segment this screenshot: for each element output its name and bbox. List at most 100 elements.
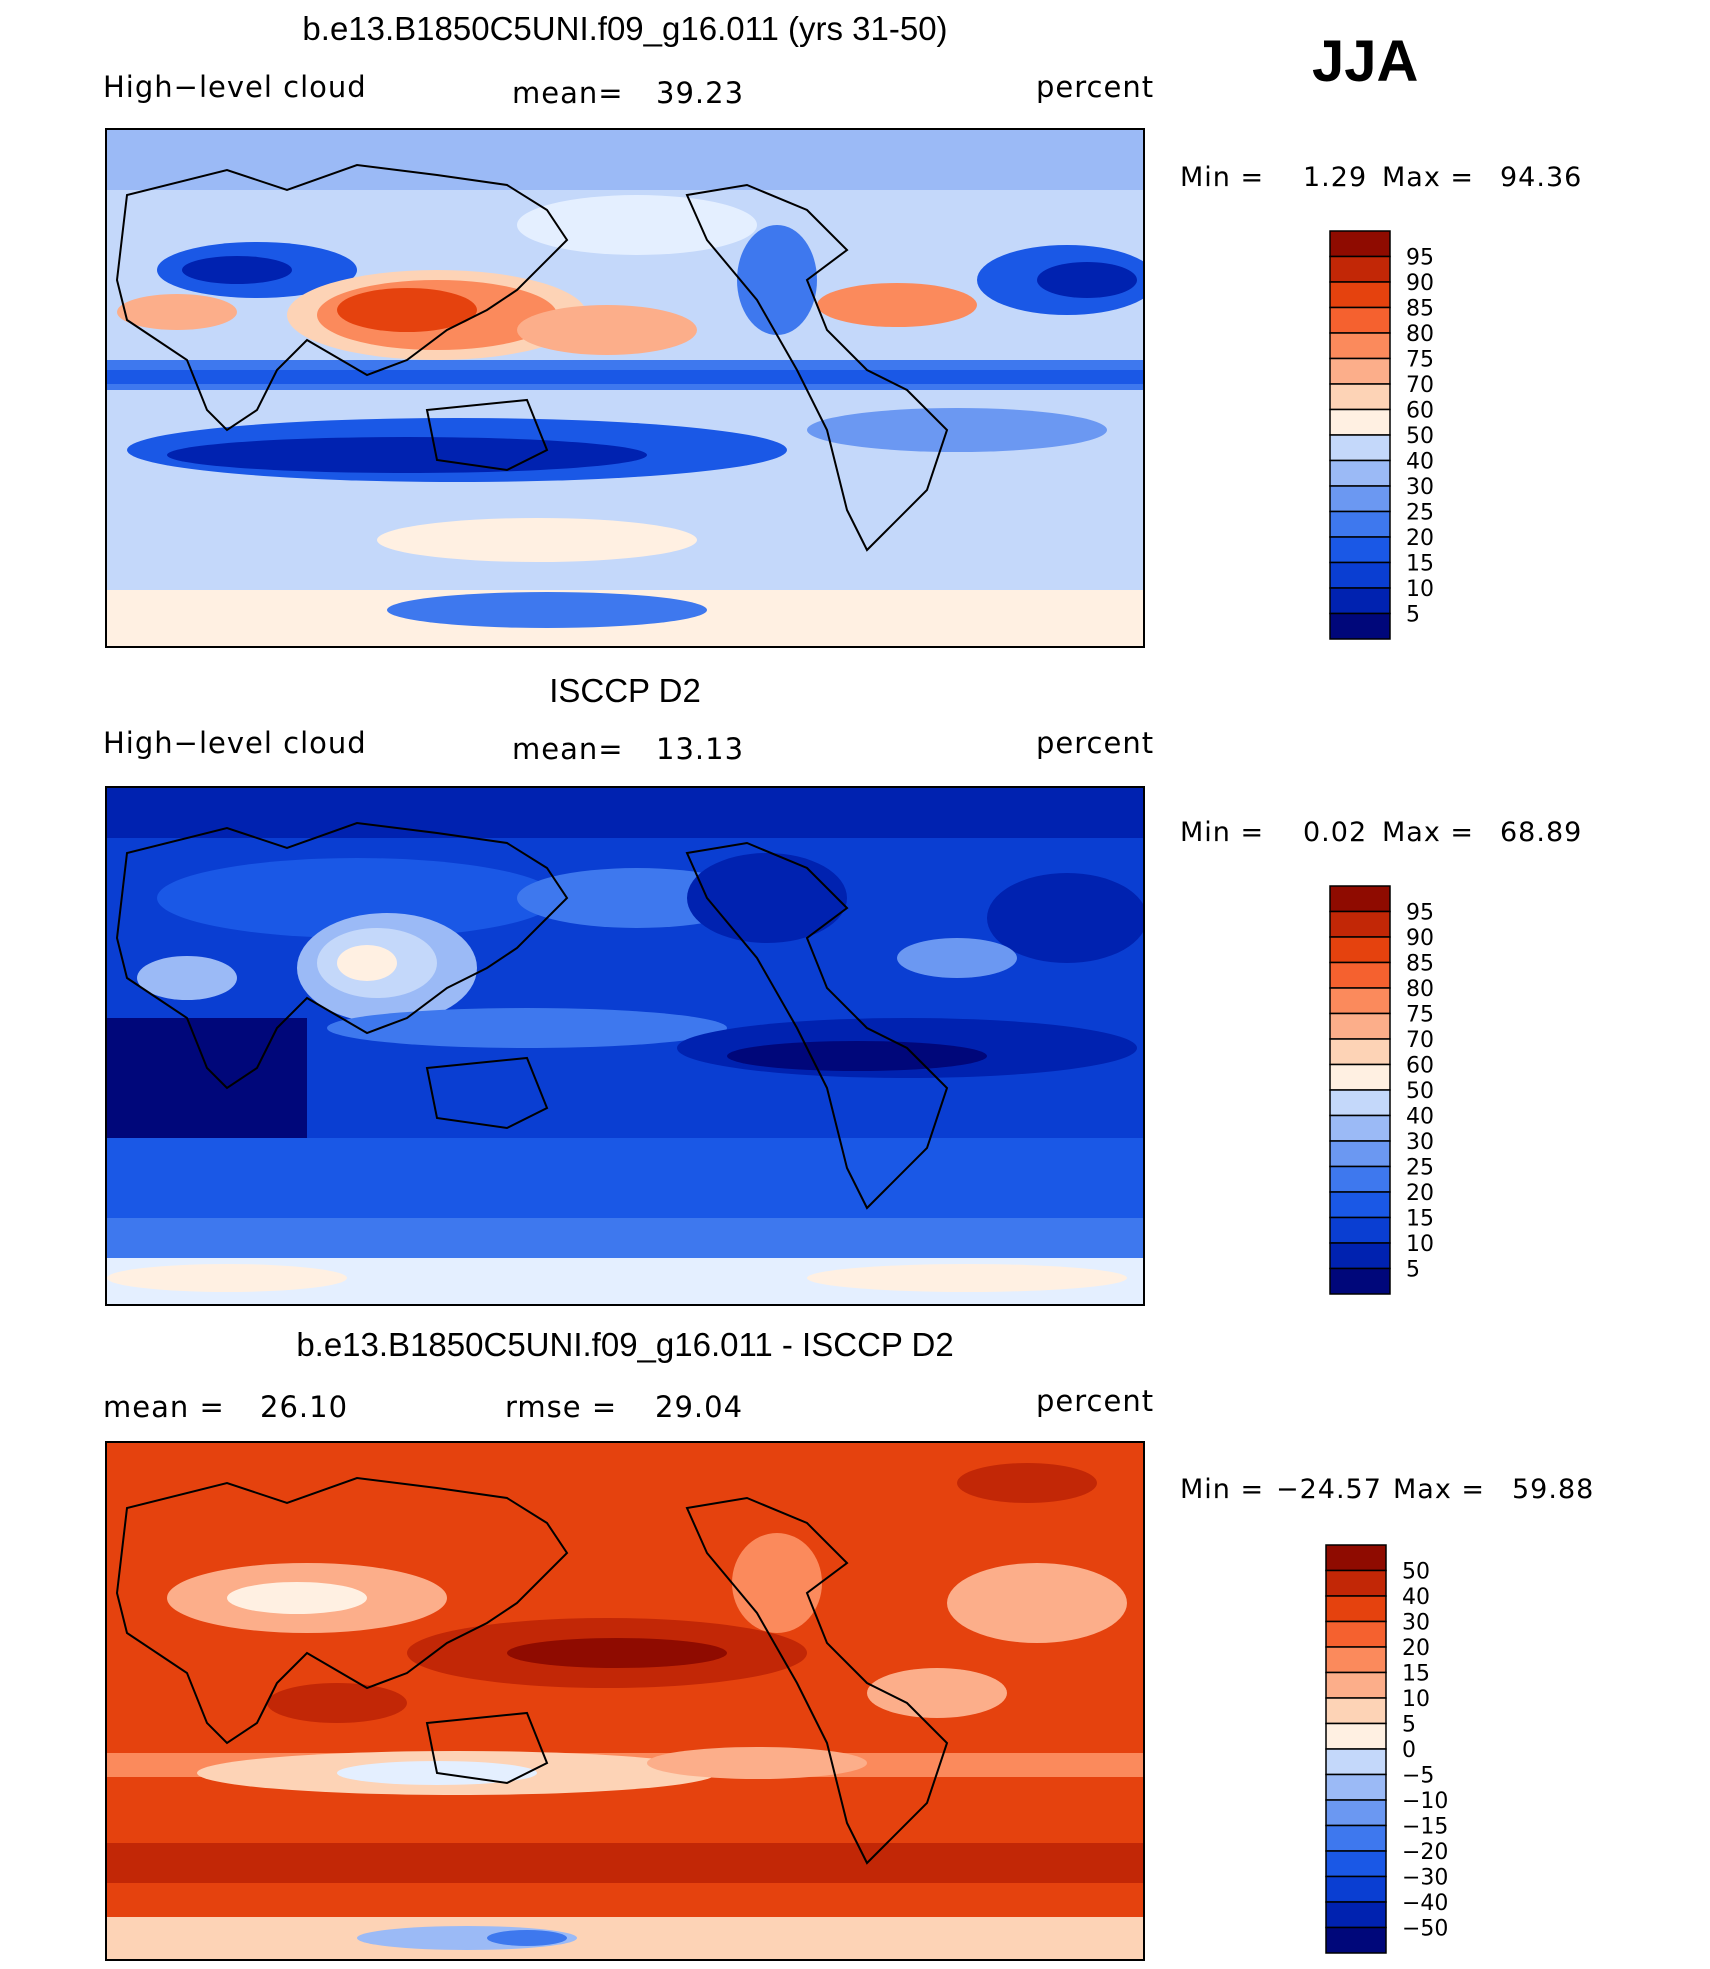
colorbar-tick-label: 40 bbox=[1402, 1585, 1430, 1610]
mean-label-model: mean= bbox=[512, 76, 624, 110]
colorbar-swatch bbox=[1329, 230, 1391, 258]
colorbar-swatch bbox=[1329, 383, 1391, 411]
colorbar-swatch bbox=[1329, 885, 1391, 913]
colorbar-tick-label: 20 bbox=[1406, 1181, 1434, 1206]
rmse-label-diff: rmse = bbox=[505, 1390, 618, 1424]
colorbar-tick-label: −30 bbox=[1402, 1866, 1448, 1891]
colorbar-swatch bbox=[1329, 936, 1391, 964]
colorbar-tick-label: −40 bbox=[1402, 1891, 1448, 1916]
colorbar-swatch bbox=[1325, 1671, 1387, 1699]
colorbar-tick-label: 40 bbox=[1406, 450, 1434, 475]
colorbar-swatch bbox=[1325, 1620, 1387, 1648]
max-label-model: Max = bbox=[1382, 162, 1475, 193]
colorbar-tick-label: 0 bbox=[1402, 1738, 1416, 1763]
min-label-obs: Min = bbox=[1180, 817, 1265, 848]
colorbar-swatch bbox=[1329, 332, 1391, 360]
variable-label-obs: High−level cloud bbox=[103, 726, 367, 760]
colorbar-swatch bbox=[1329, 987, 1391, 1015]
colorbar-swatch bbox=[1329, 408, 1391, 436]
colorbar-swatch bbox=[1329, 536, 1391, 564]
colorbar-tick-label: 10 bbox=[1402, 1687, 1430, 1712]
colorbar-swatch bbox=[1329, 587, 1391, 615]
colorbar-swatch bbox=[1329, 1089, 1391, 1117]
colorbar-swatch bbox=[1329, 910, 1391, 938]
max-value-diff: 59.88 bbox=[1512, 1474, 1595, 1505]
colorbar-tick-label: 15 bbox=[1402, 1662, 1430, 1687]
units-label-obs: percent bbox=[1036, 726, 1155, 760]
max-label-obs: Max = bbox=[1382, 817, 1475, 848]
colorbar-swatch bbox=[1329, 1267, 1391, 1295]
colorbar-tick-label: −50 bbox=[1402, 1917, 1448, 1942]
colorbar-tick-label: 80 bbox=[1406, 322, 1434, 347]
colorbar-swatch bbox=[1329, 459, 1391, 487]
colorbar-tick-label: 20 bbox=[1406, 526, 1434, 551]
colorbar-swatch bbox=[1325, 1569, 1387, 1597]
colorbar-tick-label: 95 bbox=[1406, 246, 1434, 271]
colorbar-swatch bbox=[1329, 561, 1391, 589]
colorbar-swatch bbox=[1329, 281, 1391, 309]
max-label-diff: Max = bbox=[1393, 1474, 1486, 1505]
map-obs bbox=[105, 786, 1145, 1306]
colorbar-swatch bbox=[1329, 306, 1391, 334]
colorbar-tick-label: 90 bbox=[1406, 271, 1434, 296]
colorbar-tick-label: 50 bbox=[1406, 1079, 1434, 1104]
colorbar-swatch bbox=[1325, 1901, 1387, 1929]
colorbar-model: 95 90 85 80 75 70 60 50 40 30 25 20 15 10 5 bbox=[1328, 229, 1468, 640]
colorbar-swatch bbox=[1325, 1722, 1387, 1750]
colorbar-tick-label: 85 bbox=[1406, 297, 1434, 322]
variable-label-model: High−level cloud bbox=[103, 70, 367, 104]
colorbar-swatch bbox=[1329, 510, 1391, 538]
colorbar-tick-label: 80 bbox=[1406, 977, 1434, 1002]
colorbar-tick-label: 25 bbox=[1406, 1156, 1434, 1181]
colorbar-swatch bbox=[1329, 434, 1391, 462]
colorbar-swatch bbox=[1329, 1012, 1391, 1040]
colorbar-swatch bbox=[1329, 1242, 1391, 1270]
colorbar-swatch bbox=[1325, 1875, 1387, 1903]
max-value-obs: 68.89 bbox=[1500, 817, 1583, 848]
max-value-model: 94.36 bbox=[1500, 162, 1583, 193]
colorbar-tick-label: 10 bbox=[1406, 577, 1434, 602]
mean-value-diff: 26.10 bbox=[260, 1390, 349, 1424]
colorbar-swatch bbox=[1329, 1216, 1391, 1244]
colorbar-tick-label: 85 bbox=[1406, 952, 1434, 977]
colorbar-swatch bbox=[1329, 1063, 1391, 1091]
colorbar-swatch bbox=[1329, 1165, 1391, 1193]
colorbar-tick-label: 10 bbox=[1406, 1232, 1434, 1257]
colorbar-tick-label: 75 bbox=[1406, 1003, 1434, 1028]
colorbar-swatch bbox=[1325, 1748, 1387, 1776]
panel-title-diff: b.e13.B1850C5UNI.f09_g16.011 - ISCCP D2 bbox=[296, 1326, 954, 1363]
colorbar-tick-label: 90 bbox=[1406, 926, 1434, 951]
mean-label-obs: mean= bbox=[512, 732, 624, 766]
panel-title-obs: ISCCP D2 bbox=[549, 672, 701, 709]
units-label-model: percent bbox=[1036, 70, 1155, 104]
colorbar-obs: 95 90 85 80 75 70 60 50 40 30 25 20 15 10 5 bbox=[1328, 884, 1468, 1295]
colorbar-swatch bbox=[1325, 1646, 1387, 1674]
colorbar-swatch bbox=[1329, 255, 1391, 283]
colorbar-swatch bbox=[1325, 1850, 1387, 1878]
colorbar-tick-label: 70 bbox=[1406, 373, 1434, 398]
units-label-diff: percent bbox=[1036, 1384, 1155, 1418]
colorbar-swatch bbox=[1329, 1038, 1391, 1066]
min-value-model: 1.29 bbox=[1303, 162, 1368, 193]
colorbar-tick-label: −20 bbox=[1402, 1840, 1448, 1865]
colorbar-swatch bbox=[1329, 1114, 1391, 1142]
colorbar-diff: 50 40 30 20 15 10 5 0 −5 −10 −15 −20 −30 −40 −50 bbox=[1324, 1543, 1474, 1954]
colorbar-swatch bbox=[1325, 1799, 1387, 1827]
colorbar-tick-label: −15 bbox=[1402, 1815, 1448, 1840]
mean-value-model: 39.23 bbox=[656, 76, 745, 110]
min-label-model: Min = bbox=[1180, 162, 1265, 193]
colorbar-tick-label: 75 bbox=[1406, 348, 1434, 373]
colorbar-tick-label: 50 bbox=[1402, 1560, 1430, 1585]
colorbar-tick-label: 50 bbox=[1406, 424, 1434, 449]
colorbar-swatch bbox=[1325, 1544, 1387, 1572]
colorbar-tick-label: −5 bbox=[1402, 1764, 1434, 1789]
colorbar-tick-label: 30 bbox=[1406, 475, 1434, 500]
colorbar-tick-label: 40 bbox=[1406, 1105, 1434, 1130]
colorbar-tick-label: 25 bbox=[1406, 501, 1434, 526]
colorbar-swatch bbox=[1329, 612, 1391, 640]
colorbar-swatch bbox=[1325, 1595, 1387, 1623]
colorbar-swatch bbox=[1329, 1140, 1391, 1168]
colorbar-swatch bbox=[1329, 357, 1391, 385]
colorbar-tick-label: 5 bbox=[1406, 603, 1420, 628]
map-model bbox=[105, 128, 1145, 648]
